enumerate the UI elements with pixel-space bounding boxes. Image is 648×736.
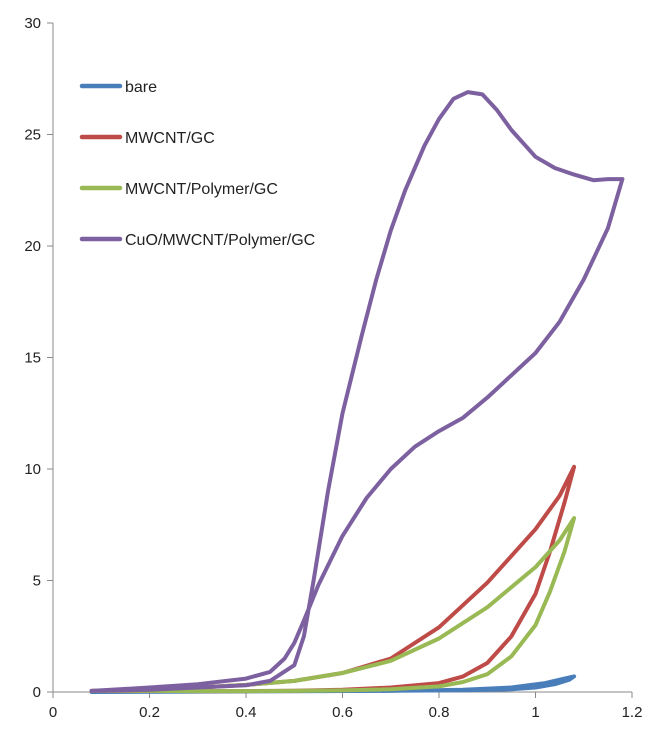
y-tick-label: 25 — [24, 127, 41, 144]
y-tick-label: 30 — [24, 15, 41, 32]
legend-label-cuo-mwcnt-polymer-gc: CuO/MWCNT/Polymer/GC — [125, 232, 315, 249]
plot-area — [89, 90, 625, 694]
x-tick-label: 0.6 — [332, 704, 353, 721]
x-tick-label: 0.8 — [429, 704, 450, 721]
y-tick-label: 20 — [24, 238, 41, 255]
y-tick-label: 10 — [24, 461, 41, 478]
y-tick-label: 0 — [33, 684, 41, 701]
x-tick-label: 0.2 — [139, 704, 160, 721]
x-tick-label: 1.2 — [622, 704, 643, 721]
x-tick-label: 1 — [531, 704, 539, 721]
legend-label-mwcnt-polymer-gc: MWCNT/Polymer/GC — [125, 181, 278, 198]
y-tick-label: 5 — [33, 573, 41, 590]
legend-label-bare: bare — [125, 79, 157, 96]
axes: 0 5 10 15 20 25 30 0 0.2 0.4 0.6 0.8 1 1.2 — [24, 15, 642, 721]
legend-label-mwcnt-gc: MWCNT/GC — [125, 130, 215, 147]
x-tick-label: 0.4 — [236, 704, 257, 721]
series-line-mwcnt-polymer-gc — [89, 516, 577, 694]
series-line-cuo-mwcnt-polymer-gc — [89, 90, 625, 693]
x-tick-label: 0 — [49, 704, 57, 721]
y-tick-label: 15 — [24, 350, 41, 367]
legend: bare MWCNT/GC MWCNT/Polymer/GC CuO/MWCNT/Po… — [79, 79, 315, 249]
series-line-mwcnt-gc — [89, 464, 577, 694]
